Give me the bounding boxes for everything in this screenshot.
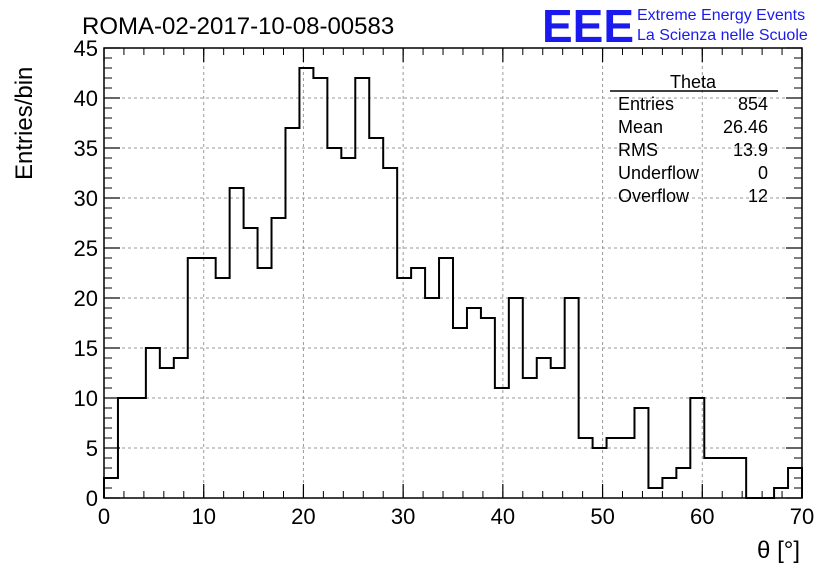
x-tick-label: 70 (790, 504, 814, 529)
y-tick-label: 0 (86, 486, 98, 511)
stats-value-underflow: 0 (758, 163, 768, 183)
x-tick-label: 0 (98, 504, 110, 529)
stats-value-overflow: 12 (748, 186, 768, 206)
histogram-series-line (103, 67, 803, 499)
brand-line-2: La Scienza nelle Scuole (637, 27, 808, 44)
y-axis-label: Entries/bin (11, 67, 38, 180)
y-tick-label: 45 (74, 36, 98, 61)
y-tick-label: 15 (74, 336, 98, 361)
eee-logo: EEE (542, 0, 634, 52)
y-tick-label: 5 (86, 436, 98, 461)
y-tick-label: 30 (74, 186, 98, 211)
stats-box-title: Theta (670, 72, 717, 92)
plot-frame (103, 47, 803, 499)
x-axis-label: θ [°] (757, 537, 800, 564)
stats-value-entries: 854 (738, 94, 768, 114)
y-tick-label: 10 (74, 386, 98, 411)
x-tick-label: 30 (391, 504, 415, 529)
stats-label-underflow: Underflow (618, 163, 700, 183)
stats-label-overflow: Overflow (618, 186, 690, 206)
x-tick-label: 20 (291, 504, 315, 529)
x-tick-labels: 0 10 20 30 40 50 60 70 (98, 504, 814, 529)
x-tick-label: 40 (491, 504, 515, 529)
stats-label-rms: RMS (618, 140, 658, 160)
brand-line-1: Extreme Energy Events (637, 7, 805, 24)
stats-box: Theta Entries 854 Mean 26.46 RMS 13.9 Underflo… (610, 72, 778, 206)
y-tick-label: 40 (74, 86, 98, 111)
x-tick-label: 60 (690, 504, 714, 529)
y-tick-labels: 0 5 10 15 20 25 30 35 40 45 (74, 36, 98, 511)
stats-rows: Entries 854 Mean 26.46 RMS 13.9 Underflow 0 Over… (618, 94, 768, 206)
y-tick-label: 20 (74, 286, 98, 311)
stats-value-rms: 13.9 (733, 140, 768, 160)
x-tick-label: 50 (590, 504, 614, 529)
stats-label-entries: Entries (618, 94, 674, 114)
y-tick-label: 35 (74, 136, 98, 161)
y-tick-label: 25 (74, 236, 98, 261)
eee-branding: EEE Extreme Energy Events La Scienza nel… (542, 0, 808, 52)
x-tick-label: 10 (191, 504, 215, 529)
stats-label-mean: Mean (618, 117, 663, 137)
chart-title: ROMA-02-2017-10-08-00583 (82, 13, 394, 40)
stats-value-mean: 26.46 (723, 117, 768, 137)
